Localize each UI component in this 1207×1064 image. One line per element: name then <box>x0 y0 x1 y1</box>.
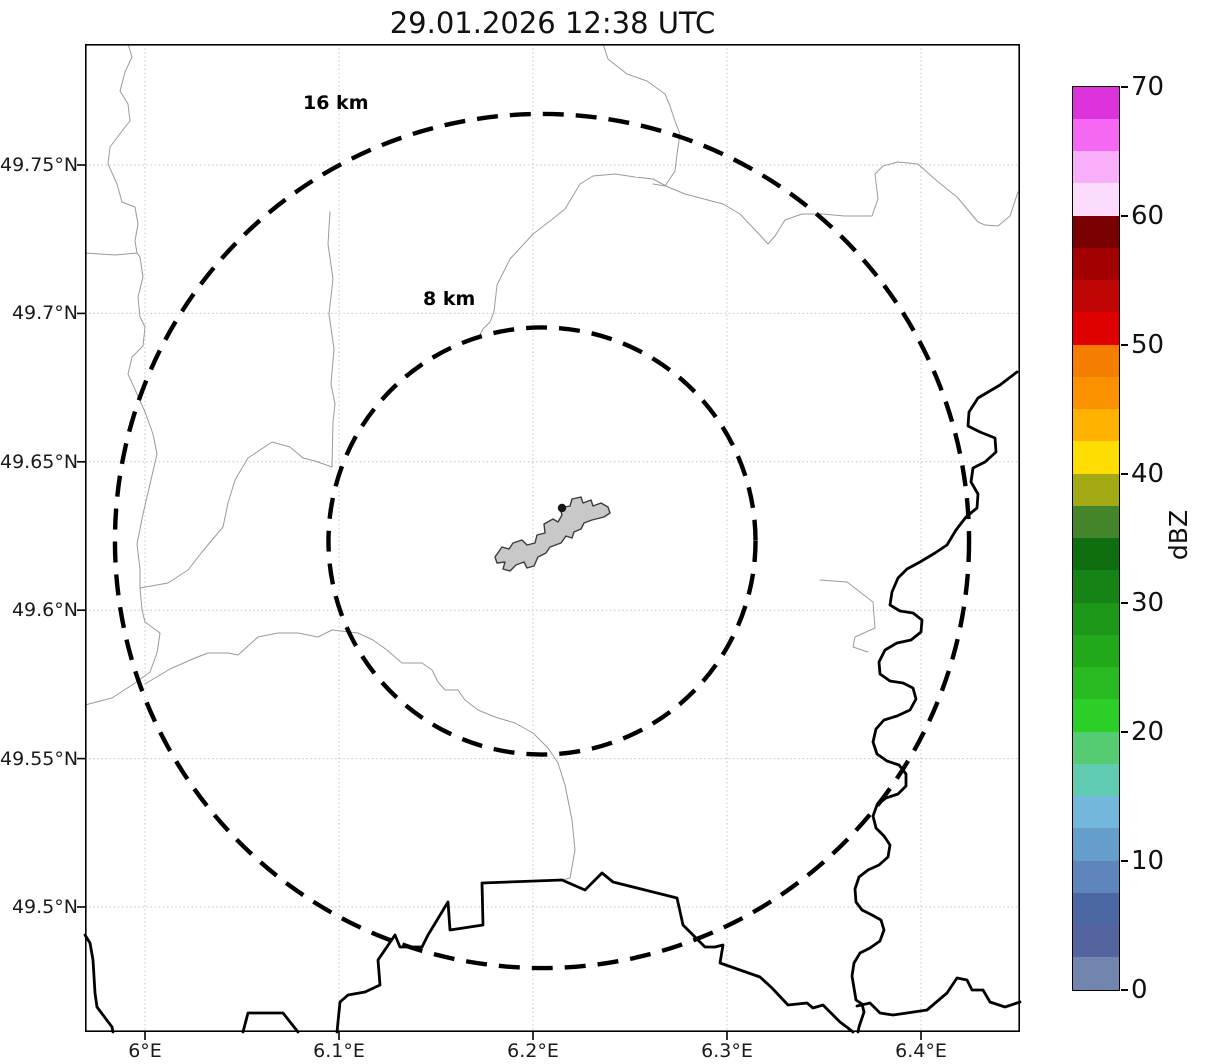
range-ring-8km <box>326 325 758 757</box>
radar-map <box>77 43 1022 1040</box>
colorbar-tick-mark <box>1121 860 1128 862</box>
colorbar-segment <box>1072 118 1119 152</box>
colorbar-axis-label: dBZ <box>1164 509 1193 561</box>
y-tick-label: 49.7°N <box>11 302 78 325</box>
y-tick-label: 49.6°N <box>11 599 78 622</box>
colorbar-segment <box>1072 473 1119 506</box>
colorbar-segment <box>1072 699 1119 732</box>
boundary-line <box>144 629 576 881</box>
range-ring-label-16km: 16 km <box>303 92 369 114</box>
colorbar-segment <box>1072 247 1119 281</box>
colorbar-tick-label: 50 <box>1131 330 1165 360</box>
colorbar-tick-mark <box>1121 215 1128 217</box>
colorbar-segment <box>1072 280 1119 313</box>
colorbar-tick-mark <box>1121 731 1128 733</box>
colorbar-tick-mark <box>1121 989 1128 991</box>
colorbar-tick-label: 70 <box>1131 72 1165 102</box>
axis-tick-marks <box>77 164 922 1040</box>
x-tick-label: 6°E <box>128 1040 162 1062</box>
border-line <box>335 871 855 1034</box>
graticule-gridlines <box>85 44 1020 1032</box>
colorbar-segment <box>1072 538 1119 571</box>
border-river-lines <box>83 370 1022 1034</box>
colorbar-segment <box>1072 344 1119 377</box>
colorbar-segment <box>1072 828 1119 861</box>
colorbar-segment <box>1072 570 1119 603</box>
x-tick-label: 6.3°E <box>701 1040 753 1062</box>
colorbar-segment <box>1072 505 1119 539</box>
colorbar-segment <box>1072 957 1119 990</box>
border-line <box>241 1011 300 1034</box>
axes-frame <box>85 44 1021 1033</box>
y-tick-label: 49.5°N <box>11 896 78 918</box>
colorbar-segment <box>1072 409 1119 442</box>
colorbar-segment <box>1072 183 1119 216</box>
boundary-line <box>139 211 336 589</box>
radar-site-marker <box>557 503 567 513</box>
colorbar-tick-mark <box>1121 473 1128 475</box>
boundary-line <box>84 43 161 706</box>
colorbar-segment <box>1072 215 1119 248</box>
boundary-line <box>602 43 681 187</box>
x-tick-label: 6.2°E <box>507 1040 559 1062</box>
y-tick-label: 49.65°N <box>0 450 79 473</box>
colorbar-tick-label: 0 <box>1131 975 1148 1005</box>
colorbar-tick-label: 20 <box>1131 717 1165 747</box>
colorbar-segment <box>1072 151 1119 184</box>
river-border-line <box>850 370 1019 1034</box>
colorbar-segment <box>1072 860 1119 893</box>
range-ring-16km <box>112 111 972 971</box>
colorbar-segment <box>1072 441 1119 474</box>
colorbar-tick-label: 60 <box>1131 201 1165 231</box>
colorbar-segment <box>1072 312 1119 345</box>
colorbar-segment <box>1072 634 1119 668</box>
colorbar-segment <box>1072 892 1119 926</box>
colorbar-segment <box>1072 763 1119 797</box>
municipal-boundary-lines <box>84 43 1019 881</box>
y-tick-label: 49.55°N <box>0 747 79 770</box>
plot-title: 29.01.2026 12:38 UTC <box>389 6 716 40</box>
colorbar-segment <box>1072 667 1119 700</box>
range-rings <box>112 111 972 971</box>
colorbar-tick-mark <box>1121 344 1128 346</box>
range-ring-label-8km: 8 km <box>423 288 476 310</box>
colorbar-tick-mark <box>1121 86 1128 88</box>
border-line <box>83 933 115 1034</box>
boundary-line <box>477 161 1019 339</box>
x-tick-label: 6.1°E <box>313 1040 365 1062</box>
colorbar-segment <box>1072 731 1119 764</box>
boundary-line <box>819 579 876 653</box>
boundary-line <box>84 252 138 256</box>
colorbar-segment <box>1072 602 1119 635</box>
colorbar-tick-label: 10 <box>1131 846 1165 876</box>
colorbar-segment <box>1072 376 1119 410</box>
dbz-colorbar <box>1071 85 1120 991</box>
colorbar-segment <box>1072 925 1119 958</box>
y-tick-label: 49.75°N <box>0 154 79 176</box>
colorbar-segment <box>1072 86 1119 119</box>
airport-outline <box>494 496 611 572</box>
colorbar-segment <box>1072 796 1119 829</box>
colorbar-tick-label: 30 <box>1131 588 1165 618</box>
colorbar-tick-mark <box>1121 602 1128 604</box>
border-line <box>855 976 1022 1017</box>
colorbar-tick-label: 40 <box>1131 459 1165 489</box>
x-tick-label: 6.4°E <box>895 1040 947 1062</box>
